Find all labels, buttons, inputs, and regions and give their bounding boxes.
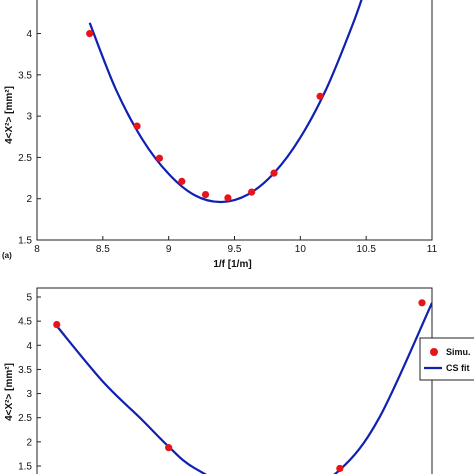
x-tick-label: 10 [295,244,307,255]
legend: Simu. CS fit [419,337,474,381]
y-tick-label: 2 [26,437,32,448]
x-tick-label: 9.5 [228,244,242,255]
x-tick-label: 8 [34,244,40,255]
data-point [53,320,61,329]
panel-label: (a) [2,251,12,260]
y-tick-label: 3.5 [18,70,32,81]
y-tick-label: 1.5 [18,462,32,473]
y-tick-label: 4 [26,341,32,352]
fit-curve-line [88,0,363,204]
y-tick-label: 2.5 [18,413,32,424]
data-point [224,194,232,202]
y-tick-label: 1.5 [18,236,32,247]
data-point [316,92,324,100]
x-tick-label: 8.5 [96,244,110,255]
data-point [418,299,426,307]
y-axis-label: 4<X²> [mm²] [4,86,15,144]
legend-label-fit: CS fit [446,363,470,373]
x-tick-label: 9 [166,244,172,255]
y-tick-label: 3.5 [18,365,32,376]
x-tick-label: 11 [427,244,438,255]
data-point [270,169,278,177]
y-tick-label: 3 [26,112,32,123]
data-point [248,188,256,196]
data-point [155,154,164,162]
data-point [178,177,186,185]
chart-panel-b: 1.5 2 2.5 3 3.5 4 4.5 5 4<X²> [mm²] Simu. CS fit [4,287,474,474]
x-axis-label: 1/f [1/m] [213,259,251,270]
data-point [133,122,141,130]
x-tick-label: 10.5 [356,244,376,255]
legend-marker-simu [430,348,438,356]
data-point [201,190,210,199]
legend-box [419,337,474,381]
y-tick-label: 4.5 [18,317,32,328]
y-tick-label: 5 [26,293,32,304]
data-point [165,444,173,452]
y-tick-label: 2.5 [18,153,32,164]
axes-frame [36,0,433,241]
data-point [86,29,94,38]
y-tick-label: 3 [26,389,32,400]
legend-label-simu: Simu. [446,347,471,357]
axes-frame [36,287,433,474]
fit-curve-line [55,302,432,474]
data-point [336,464,344,473]
y-tick-label: 4 [26,29,32,40]
y-axis-label: 4<X²> [mm²] [4,363,15,421]
y-tick-label: 2 [26,194,32,205]
